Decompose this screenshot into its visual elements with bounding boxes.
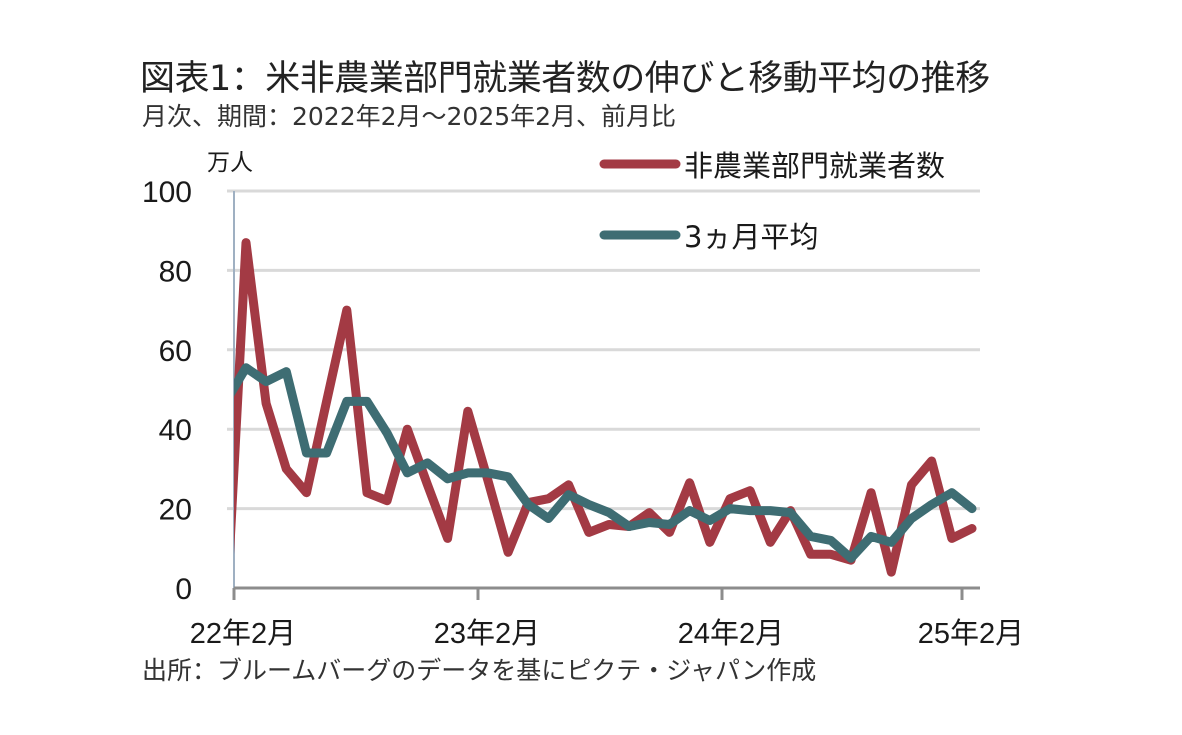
y-tick-label: 20 <box>159 494 192 527</box>
y-tick-label: 0 <box>175 573 192 606</box>
x-tick-label: 24年2月 <box>678 617 784 650</box>
x-tick-label: 25年2月 <box>918 617 1024 650</box>
x-tick-label: 22年2月 <box>190 617 296 650</box>
y-tick-label: 80 <box>159 255 192 288</box>
legend: 非農業部門就業者数 3ヵ月平均 <box>599 149 945 254</box>
y-tick-label: 100 <box>142 176 192 209</box>
y-tick-label: 60 <box>159 335 192 368</box>
y-axis-unit-label: 万人 <box>207 149 253 175</box>
y-tick-label: 40 <box>159 414 192 447</box>
x-tick-label: 23年2月 <box>434 617 540 650</box>
y-axis-ticks: 0 20 40 60 80 100 <box>142 176 192 606</box>
source-note: 出所：ブルームバーグのデータを基にピクテ・ジャパン作成 <box>142 656 817 685</box>
chart-title: 図表1：米非農業部門就業者数の伸びと移動平均の推移 <box>140 59 990 99</box>
chart-subtitle: 月次、期間：2022年2月～2025年2月、前月比 <box>142 102 677 131</box>
series-line-3m-avg <box>234 363 977 563</box>
legend-label-3m-avg: 3ヵ月平均 <box>684 220 818 254</box>
x-axis-ticks: 22年2月 23年2月 24年2月 25年2月 <box>190 588 1024 650</box>
legend-label-nfp: 非農業部門就業者数 <box>684 149 945 183</box>
